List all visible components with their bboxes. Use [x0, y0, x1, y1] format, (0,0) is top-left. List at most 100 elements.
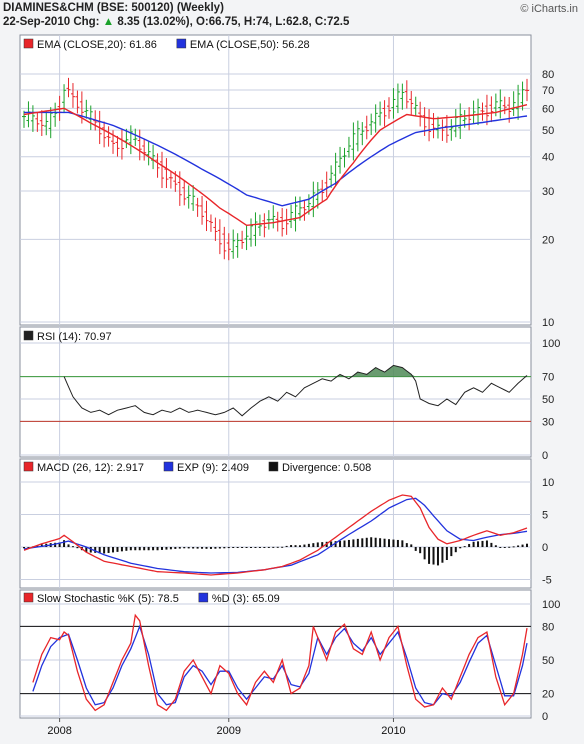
divergence-bar — [143, 547, 146, 551]
legend-swatch-0 — [23, 38, 34, 49]
divergence-bar — [178, 547, 181, 549]
divergence-bar — [276, 546, 279, 548]
legend-label-1: EXP (9): 2.409 — [177, 462, 249, 474]
divergence-bar — [125, 547, 128, 551]
divergence-bar — [419, 547, 422, 554]
divergence-bar — [517, 545, 520, 547]
divergence-bar — [134, 547, 137, 551]
divergence-bar — [374, 537, 377, 547]
legend-label-0: Slow Stochastic %K (5): 78.5 — [37, 593, 179, 605]
divergence-bar — [223, 547, 226, 549]
divergence-bar — [294, 545, 297, 547]
legend-label-0: MACD (26, 12): 2.917 — [37, 462, 144, 474]
rsi-axis-tick-label: 30 — [542, 416, 554, 428]
divergence-bar — [94, 547, 97, 553]
divergence-bar — [232, 547, 235, 548]
divergence-bar — [459, 547, 462, 549]
divergence-bar — [258, 547, 261, 548]
divergence-bar — [401, 540, 404, 547]
chart-title: DIAMINES&CHM (BSE: 500120) (Weekly) — [3, 2, 224, 14]
divergence-bar — [156, 547, 159, 551]
legend-swatch-1 — [176, 38, 187, 49]
price-axis-tick-label: 40 — [542, 152, 554, 164]
macd-axis-tick-label: 5 — [542, 510, 548, 522]
quote-change: 8.35 (13.02%) — [117, 16, 190, 28]
divergence-bar — [339, 540, 342, 547]
divergence-bar — [129, 547, 132, 551]
divergence-bar — [169, 547, 172, 550]
price-axis-tick-label: 70 — [542, 85, 554, 97]
divergence-bar — [196, 547, 199, 549]
macd-axis-tick-label: 0 — [542, 542, 548, 554]
macd-line — [23, 494, 528, 576]
stoch-axis-tick-label: 20 — [542, 689, 554, 701]
macd-panel-frame — [19, 458, 532, 589]
legend-swatch-0 — [23, 592, 34, 603]
price-axis-tick-label: 30 — [542, 186, 554, 198]
stoch-axis-tick-label: 50 — [542, 655, 554, 667]
stoch-axis-tick-label: 0 — [542, 711, 548, 723]
price-axis-tick-label: 20 — [542, 234, 554, 246]
stochastic-panel-frame — [19, 589, 532, 719]
price-axis-tick-label: 10 — [542, 317, 554, 329]
divergence-bar — [485, 540, 488, 547]
x-tick-label: 2009 — [217, 725, 241, 737]
x-tick-label: 2008 — [47, 725, 71, 737]
divergence-bar — [236, 547, 239, 548]
divergence-bar — [214, 547, 217, 549]
divergence-bar — [343, 540, 346, 547]
divergence-bar — [71, 546, 74, 548]
divergence-bar — [508, 546, 511, 548]
divergence-bar — [388, 539, 391, 547]
rsi-panel: 0 30 50 70 100 RSI (14): 70.97 — [19, 326, 560, 462]
divergence-bar — [227, 547, 230, 549]
divergence-bar — [392, 539, 395, 547]
legend-label-1: EMA (CLOSE,50): 56.28 — [190, 39, 310, 51]
divergence-bar — [423, 547, 426, 560]
divergence-bar — [454, 547, 457, 553]
quote-date: 22-Sep-2010 Chg: — [3, 16, 100, 28]
divergence-bar — [405, 543, 408, 547]
macd-axis-tick-label: -5 — [542, 575, 552, 587]
divergence-bar — [120, 547, 123, 552]
legend-swatch-0 — [23, 330, 34, 341]
divergence-bar — [436, 547, 439, 566]
divergence-bar — [410, 544, 413, 547]
stoch-axis-tick-label: 100 — [542, 599, 560, 611]
price-panel: 10 20 30 40 50 60 70 80 EMA (CLOSE,20): 61.86 EMA… — [19, 34, 554, 329]
price-axis-tick-label: 80 — [542, 69, 554, 81]
divergence-bar — [245, 547, 248, 548]
divergence-bar — [307, 543, 310, 547]
divergence-bar — [521, 544, 524, 547]
legend-label-1: %D (3): 65.09 — [212, 593, 280, 605]
legend-swatch-0 — [23, 461, 34, 472]
divergence-bar — [138, 547, 141, 551]
legend-label-2: Divergence: 0.508 — [282, 462, 371, 474]
ema20-line — [23, 104, 528, 227]
divergence-bar — [205, 547, 208, 549]
quote-line: 22-Sep-2010 Chg: ▲ 8.35 (13.02%), O:66.7… — [3, 16, 349, 28]
x-axis: 2008 2009 2010 — [47, 718, 406, 737]
stochastic-panel: 0 20 50 80 100 Slow Stochastic %K (5): 78.5 %D… — [19, 589, 560, 723]
divergence-bar — [463, 546, 466, 548]
divergence-bar — [263, 547, 266, 548]
divergence-bar — [365, 537, 368, 547]
divergence-bar — [383, 538, 386, 547]
divergence-bar — [67, 544, 70, 547]
divergence-bar — [192, 547, 195, 549]
divergence-bar — [76, 547, 79, 549]
price-axis-tick-label: 50 — [542, 125, 554, 137]
divergence-bar — [361, 538, 364, 547]
legend-swatch-1 — [198, 592, 209, 603]
quote-ohlc: , O:66.75, H:74, L:62.8, C:72.5 — [189, 16, 350, 28]
divergence-bar — [370, 537, 373, 547]
divergence-bar — [414, 547, 417, 551]
divergence-bar — [209, 547, 212, 549]
divergence-bar — [290, 545, 293, 547]
divergence-bar — [201, 547, 204, 549]
divergence-bar — [281, 546, 284, 548]
divergence-bar — [312, 543, 315, 547]
divergence-bar — [428, 547, 431, 564]
divergence-bar — [218, 547, 221, 549]
